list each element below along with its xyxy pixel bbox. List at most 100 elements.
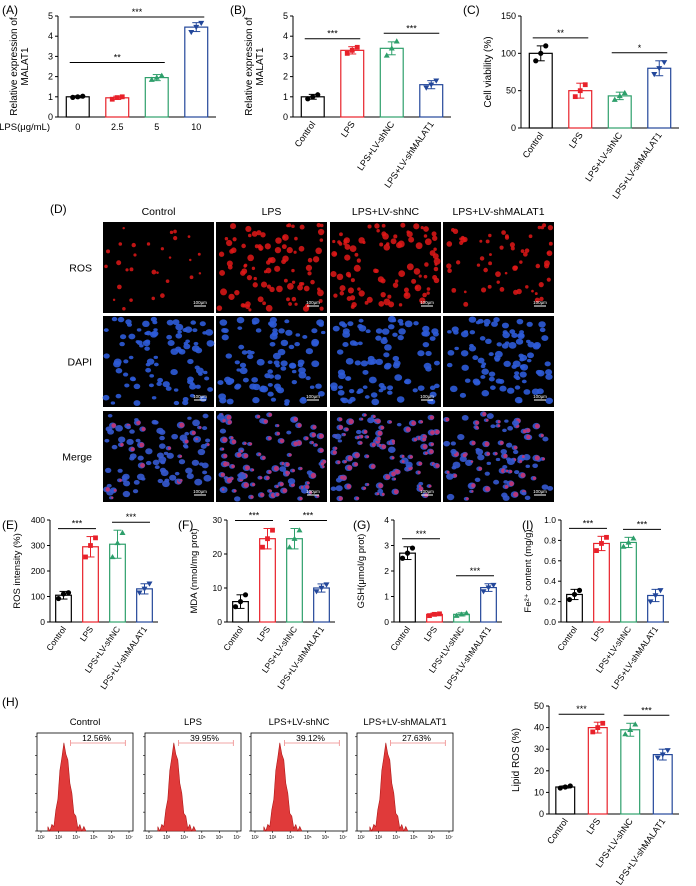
nucleus [166,319,174,326]
nucleus [480,375,486,379]
ros-spot [520,472,526,478]
chart-a: 0 1 2 3 4 5 Relative expression of MALAT1 0 2.5 5 1… [0,7,216,133]
micro-row-label: Merge [62,452,92,464]
significance-label: ** [114,52,122,62]
data-point [270,527,275,533]
ros-spot [360,417,364,421]
micro-image-merge-3: 100μm [443,411,554,502]
nucleus [538,321,546,328]
ros-spot [344,254,351,261]
nucleus [514,470,520,475]
nucleus [149,374,155,378]
nucleus [285,329,293,336]
data-point [582,82,588,88]
ros-spot [338,425,343,430]
flow-x-tick-label: 10⁵ [198,835,206,841]
ros-spot [306,481,310,485]
ros-spot [173,229,177,234]
flow-panel-title: LPS+LV-shMALAT1 [363,717,446,728]
nucleus [126,438,134,445]
ros-spot [406,230,410,234]
nucleus [514,371,520,376]
ros-spot [534,297,540,303]
ros-spot [479,239,483,243]
ros-spot [337,460,341,464]
nucleus [284,402,290,406]
ros-spot [311,441,314,444]
data-point [632,721,639,727]
nucleus [495,457,501,462]
ros-spot [243,264,247,268]
nucleus [289,363,297,369]
ros-spot [526,428,531,433]
nucleus [481,362,487,366]
scale-bar-label: 100μm [306,489,320,494]
nucleus [425,350,432,357]
nucleus [364,395,370,399]
nucleus [204,376,210,381]
data-point [260,544,265,550]
nucleus [378,388,384,393]
ros-spot [173,236,178,241]
nucleus [358,318,364,323]
ros-spot [105,487,110,492]
ros-spot [218,251,225,257]
data-point [600,720,606,726]
ros-spot [488,253,492,257]
nucleus [199,321,206,327]
gate-percent: 12.56% [82,733,111,743]
ros-spot [343,433,346,436]
nucleus [251,377,258,383]
ros-spot [397,240,405,248]
ros-spot [293,441,299,447]
ros-spot [303,285,310,292]
ros-spot [347,465,353,471]
bar [607,95,632,129]
nucleus [354,360,361,366]
ros-spot [251,231,258,237]
flow-panel-title: LPS+LV-shNC [269,717,330,728]
data-point [60,591,67,597]
ros-spot [223,461,228,467]
y-tick-label: 0 [539,809,544,819]
ros-spot [354,252,359,257]
nucleus [105,467,112,473]
ros-spot [418,484,422,488]
nucleus [459,392,467,398]
nucleus [125,319,132,325]
nucleus [380,337,388,345]
ros-spot [433,266,439,272]
data-point [83,554,88,560]
ros-spot [265,267,272,274]
ros-spot [317,228,325,236]
y-tick-label: 5 [48,11,53,21]
nucleus [219,319,228,326]
ros-spot [351,301,357,308]
ros-spot [250,495,254,499]
nucleus [469,343,474,348]
ros-spot [307,271,312,276]
nucleus [521,379,527,384]
nucleus [274,374,282,380]
nucleus [182,400,189,406]
nucleus [107,413,113,418]
nucleus [391,318,397,323]
ros-spot [334,447,338,450]
scale-bar-label: 100μm [306,300,320,305]
nucleus [145,460,152,466]
ros-spot [336,273,344,281]
ros-spot [415,242,423,250]
nucleus [526,321,533,327]
nucleus [446,362,453,368]
ros-spot [506,469,509,473]
gate-percent: 27.63% [402,733,431,743]
ros-spot [496,280,500,284]
nucleus [337,389,345,396]
nucleus [474,477,481,483]
scale-bar-label: 100μm [193,394,207,399]
nucleus [187,358,194,365]
y-axis-label: MALAT1 [255,47,266,86]
nucleus [183,341,189,346]
ros-spot [285,462,290,467]
nucleus [523,389,531,395]
